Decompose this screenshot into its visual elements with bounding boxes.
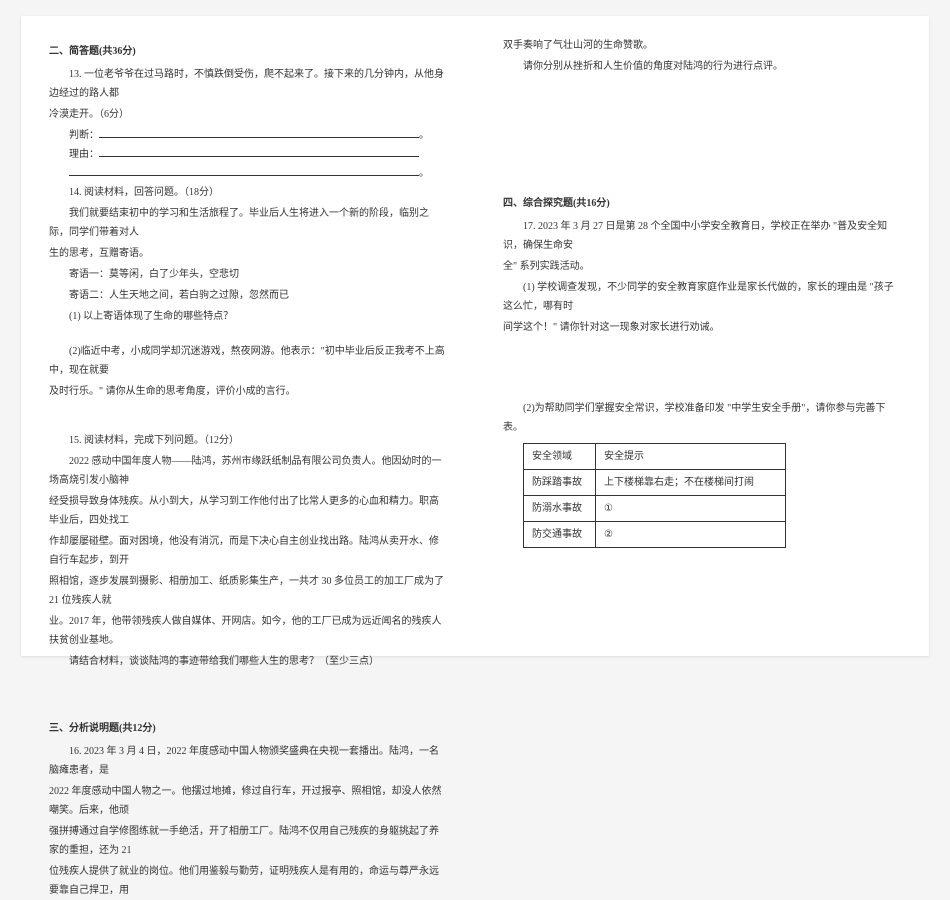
q16-l4: 位残疾人提供了就业的岗位。他们用鉴毅与勤劳，证明残疾人是有用的，命运与尊严永远要… [49, 862, 447, 900]
right-column: 双手奏响了气壮山河的生命赞歌。 请你分别从挫折和人生价值的角度对陆鸿的行为进行点… [475, 16, 929, 656]
q14-l3: 寄语一：莫等闲，白了少年头，空悲切 [49, 265, 447, 284]
table-row: 防溺水事故 ① [524, 496, 786, 522]
section-4-title: 四、综合探究题(共16分) [503, 194, 901, 213]
q14-l5: (1) 以上寄语体现了生命的哪些特点？ [49, 307, 447, 326]
page-container: 二、简答题(共36分) 13. 一位老爷爷在过马路时，不慎跌倒受伤，爬不起来了。… [21, 16, 929, 656]
spacer [503, 78, 901, 188]
section-3-title: 三、分析说明题(共12分) [49, 719, 447, 738]
q17-l3: (1) 学校调查发现，不少同学的安全教育家庭作业是家长代做的，家长的理由是 "孩… [503, 278, 901, 316]
table-row: 防交通事故 ② [524, 522, 786, 548]
q16-l2: 2022 年度感动中国人物之一。他摆过地摊，修过自行车，开过报亭、照相馆，却没人… [49, 782, 447, 820]
table-cell: ② [596, 522, 786, 548]
table-cell: 安全领域 [524, 444, 596, 470]
reason-blank-2 [69, 166, 419, 176]
q14-l4: 寄语二：人生天地之间，若白驹之过隙，忽然而已 [49, 286, 447, 305]
q14-l6: (2)临近中考，小成同学却沉迷游戏，熬夜网游。他表示："初中毕业后反正我考不上高… [49, 342, 447, 380]
q15-l2: 经受损导致身体残疾。从小到大，从学习到工作他付出了比常人更多的心血和精力。职高毕… [49, 492, 447, 530]
q17-l2: 全" 系列实践活动。 [503, 257, 901, 276]
left-column: 二、简答题(共36分) 13. 一位老爷爷在过马路时，不慎跌倒受伤，爬不起来了。… [21, 16, 475, 656]
reason-blank-1 [99, 147, 419, 157]
q16-l1: 16. 2023 年 3 月 4 日，2022 年度感动中国人物颁奖盛典在央视一… [49, 742, 447, 780]
spacer [49, 403, 447, 431]
spacer [49, 328, 447, 342]
reason-row: 理由： [49, 145, 447, 164]
spacer [49, 673, 447, 713]
judge-row: 判断：。 [49, 126, 447, 145]
table-cell: 防踩踏事故 [524, 470, 596, 496]
q15-l3: 作却屡屡碰壁。面对困境，他没有消沉，而是下决心自主创业找出路。陆鸿从卖开水、修自… [49, 532, 447, 570]
table-cell: 防溺水事故 [524, 496, 596, 522]
q17-l4: 间学这个！" 请你针对这一现象对家长进行劝诫。 [503, 318, 901, 337]
q17-l1: 17. 2023 年 3 月 27 日是第 28 个全国中小学安全教育日，学校正… [503, 217, 901, 255]
cont-l1: 双手奏响了气壮山河的生命赞歌。 [503, 36, 901, 55]
judge-label: 判断： [69, 130, 99, 141]
q17-l5: (2)为帮助同学们掌握安全常识，学校准备印发 "中学生安全手册"，请你参与完善下… [503, 399, 901, 437]
q14-head: 14. 阅读材料，回答问题。（18分） [49, 183, 447, 202]
q13-line2: 冷漠走开。（6分） [49, 105, 447, 124]
table-cell: 上下楼梯靠右走；不在楼梯间打闹 [596, 470, 786, 496]
q14-l1: 我们就要结束初中的学习和生活旅程了。毕业后人生将进入一个新的阶段，临别之际，同学… [49, 204, 447, 242]
q13-line1: 13. 一位老爷爷在过马路时，不慎跌倒受伤，爬不起来了。接下来的几分钟内，从他身… [49, 65, 447, 103]
q15-l4: 照相馆，逐步发展到摄影、相册加工、纸质影集生产，一共才 30 多位员工的加工厂成… [49, 572, 447, 610]
judge-blank [99, 128, 419, 138]
q14-l7: 及时行乐。" 请你从生命的思考角度，评价小成的言行。 [49, 382, 447, 401]
q15-l1: 2022 感动中国年度人物——陆鸿，苏州市缘跃纸制品有限公司负责人。他因幼时的一… [49, 452, 447, 490]
q15-l6: 请结合材料，谈谈陆鸿的事迹带给我们哪些人生的思考？（至少三点） [49, 652, 447, 671]
spacer [503, 339, 901, 399]
table-cell: ① [596, 496, 786, 522]
table-cell: 安全提示 [596, 444, 786, 470]
section-2-title: 二、简答题(共36分) [49, 42, 447, 61]
table-row: 安全领域 安全提示 [524, 444, 786, 470]
reason-row-2: 。 [49, 164, 447, 183]
q15-l5: 业。2017 年，他带领残疾人做自媒体、开网店。如今，他的工厂已成为远近闻名的残… [49, 612, 447, 650]
q15-head: 15. 阅读材料，完成下列问题。（12分） [49, 431, 447, 450]
q16-l3: 强拼搏通过自学修图练就一手绝活，开了相册工厂。陆鸿不仅用自己残疾的身躯挑起了养家… [49, 822, 447, 860]
table-cell: 防交通事故 [524, 522, 596, 548]
cont-l2: 请你分别从挫折和人生价值的角度对陆鸿的行为进行点评。 [503, 57, 901, 76]
reason-label: 理由： [69, 149, 99, 160]
safety-table: 安全领域 安全提示 防踩踏事故 上下楼梯靠右走；不在楼梯间打闹 防溺水事故 ① … [523, 443, 786, 548]
q14-l2: 生的思考，互赠寄语。 [49, 244, 447, 263]
table-row: 防踩踏事故 上下楼梯靠右走；不在楼梯间打闹 [524, 470, 786, 496]
